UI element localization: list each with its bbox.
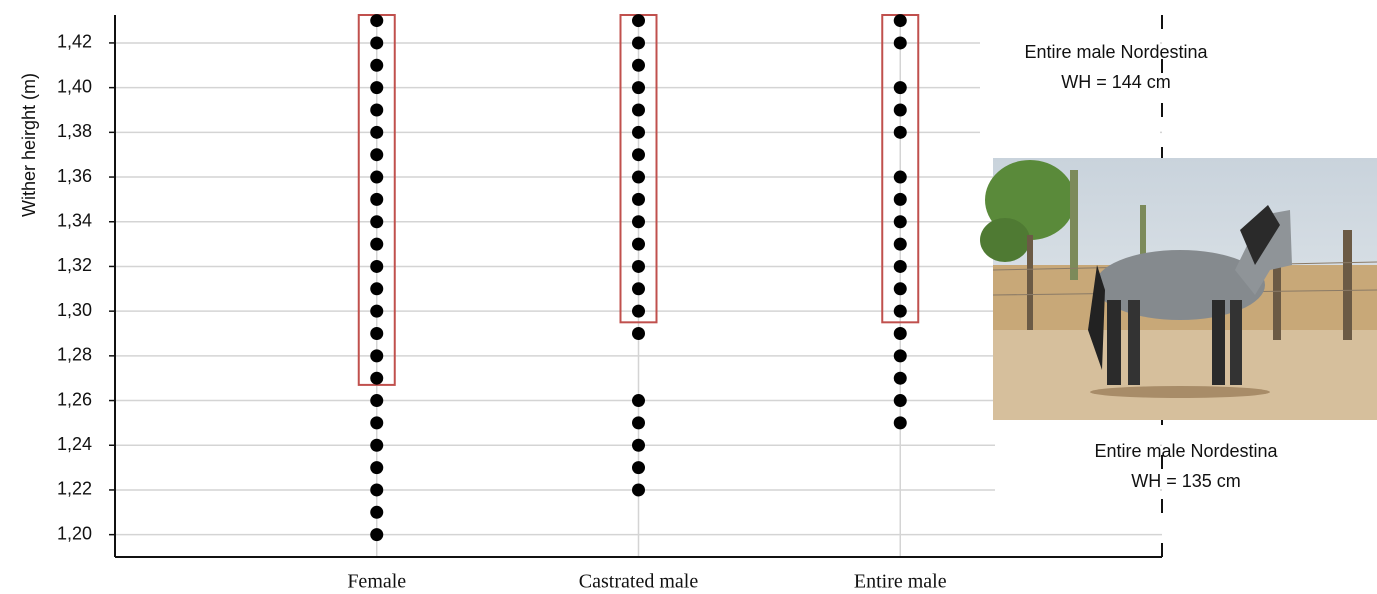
dot — [632, 260, 645, 273]
dot — [370, 148, 383, 161]
y-tick-label: 1,42 — [57, 32, 92, 52]
annotation: Entire male Nordestina — [1024, 42, 1208, 62]
dot — [894, 103, 907, 116]
dot — [370, 416, 383, 429]
dot — [894, 14, 907, 27]
dot — [370, 506, 383, 519]
dot — [632, 14, 645, 27]
dot — [632, 439, 645, 452]
dot — [894, 193, 907, 206]
dot — [370, 260, 383, 273]
dot — [370, 282, 383, 295]
y-tick-label: 1,28 — [57, 345, 92, 365]
dot — [632, 103, 645, 116]
y-axis-label: Wither heirght (m) — [19, 73, 39, 217]
dot — [370, 528, 383, 541]
annotation: WH = 135 cm — [1131, 471, 1241, 491]
dot — [370, 349, 383, 362]
y-tick-label: 1,24 — [57, 434, 92, 454]
y-tick-label: 1,34 — [57, 210, 92, 230]
dot — [370, 215, 383, 228]
dot — [632, 394, 645, 407]
dot — [370, 327, 383, 340]
dot — [370, 126, 383, 139]
dot — [894, 171, 907, 184]
dot — [894, 349, 907, 362]
dot — [370, 238, 383, 251]
dot — [894, 260, 907, 273]
dot — [632, 148, 645, 161]
y-tick-label: 1,40 — [57, 76, 92, 96]
dot — [894, 282, 907, 295]
y-tick-label: 1,36 — [57, 166, 92, 186]
dot — [632, 215, 645, 228]
dot — [894, 327, 907, 340]
dot — [370, 193, 383, 206]
dot — [632, 193, 645, 206]
y-tick-label: 1,32 — [57, 255, 92, 275]
dot — [370, 81, 383, 94]
dot — [370, 59, 383, 72]
dot — [632, 327, 645, 340]
chart: Wither heirght (m) 1,20 1,22 1,24 1,26 1,28 1… — [0, 0, 1377, 594]
dot — [370, 103, 383, 116]
dot — [370, 372, 383, 385]
x-tick-label: Entire male — [854, 571, 947, 593]
dot — [632, 461, 645, 474]
photo — [980, 158, 1377, 420]
dot — [894, 81, 907, 94]
dot — [632, 59, 645, 72]
y-tick-label: 1,38 — [57, 121, 92, 141]
annotation: WH = 144 cm — [1061, 72, 1171, 92]
dot — [370, 36, 383, 49]
dot — [632, 36, 645, 49]
dot — [632, 238, 645, 251]
x-tick-label: Female — [347, 571, 406, 593]
dot — [632, 126, 645, 139]
dot — [632, 81, 645, 94]
dot — [894, 416, 907, 429]
y-tick-label: 1,30 — [57, 300, 92, 320]
dot — [894, 394, 907, 407]
dot — [894, 372, 907, 385]
x-tick-label: Castrated male — [579, 571, 699, 593]
dot — [894, 305, 907, 318]
annotation: Entire male Nordestina — [1094, 441, 1278, 461]
dot — [632, 305, 645, 318]
dot — [632, 483, 645, 496]
dot — [370, 14, 383, 27]
dot — [632, 171, 645, 184]
dot — [370, 461, 383, 474]
dot — [370, 305, 383, 318]
dot — [894, 36, 907, 49]
dot — [370, 394, 383, 407]
dot — [370, 483, 383, 496]
y-tick-label: 1,22 — [57, 479, 92, 499]
dot — [894, 238, 907, 251]
y-tick-label: 1,26 — [57, 389, 92, 409]
y-tick-label: 1,20 — [57, 523, 92, 543]
dot — [632, 416, 645, 429]
dot — [894, 215, 907, 228]
dot — [632, 282, 645, 295]
dot — [370, 439, 383, 452]
dot — [894, 126, 907, 139]
dot — [370, 171, 383, 184]
